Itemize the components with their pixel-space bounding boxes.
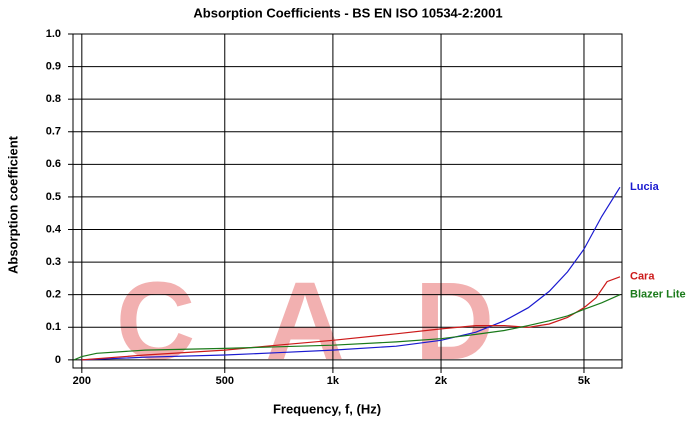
x-tick-label: 500 bbox=[216, 375, 234, 387]
series-label: Lucia bbox=[630, 181, 660, 193]
y-tick-label: 0.3 bbox=[46, 256, 61, 268]
series-line bbox=[73, 294, 621, 361]
x-tick-label: 5k bbox=[578, 375, 591, 387]
y-tick-label: 0.5 bbox=[46, 191, 61, 203]
y-tick-label: 0.7 bbox=[46, 126, 61, 138]
y-tick-label: 0.1 bbox=[46, 321, 61, 333]
plot-frame bbox=[72, 33, 623, 369]
y-tick-label: 0.8 bbox=[46, 93, 61, 105]
y-tick-label: 0 bbox=[55, 354, 61, 366]
series-label: Blazer Lite bbox=[630, 289, 686, 301]
x-tick-label: 2k bbox=[435, 375, 448, 387]
y-tick-label: 0.6 bbox=[46, 158, 61, 170]
y-tick-label: 1.0 bbox=[46, 28, 61, 40]
x-axis-label: Frequency, f, (Hz) bbox=[273, 401, 381, 416]
watermark: CAD bbox=[116, 260, 564, 383]
series-label: Cara bbox=[630, 271, 655, 283]
y-tick-label: 0.9 bbox=[46, 60, 61, 72]
x-tick-label: 1k bbox=[327, 375, 340, 387]
x-tick-label: 200 bbox=[73, 375, 91, 387]
series-line bbox=[81, 186, 621, 361]
y-tick-label: 0.2 bbox=[46, 289, 61, 301]
chart-title: Absorption Coefficients - BS EN ISO 1053… bbox=[193, 5, 502, 20]
y-axis-label: Absorption coefficient bbox=[5, 135, 20, 274]
y-tick-label: 0.4 bbox=[46, 223, 62, 235]
